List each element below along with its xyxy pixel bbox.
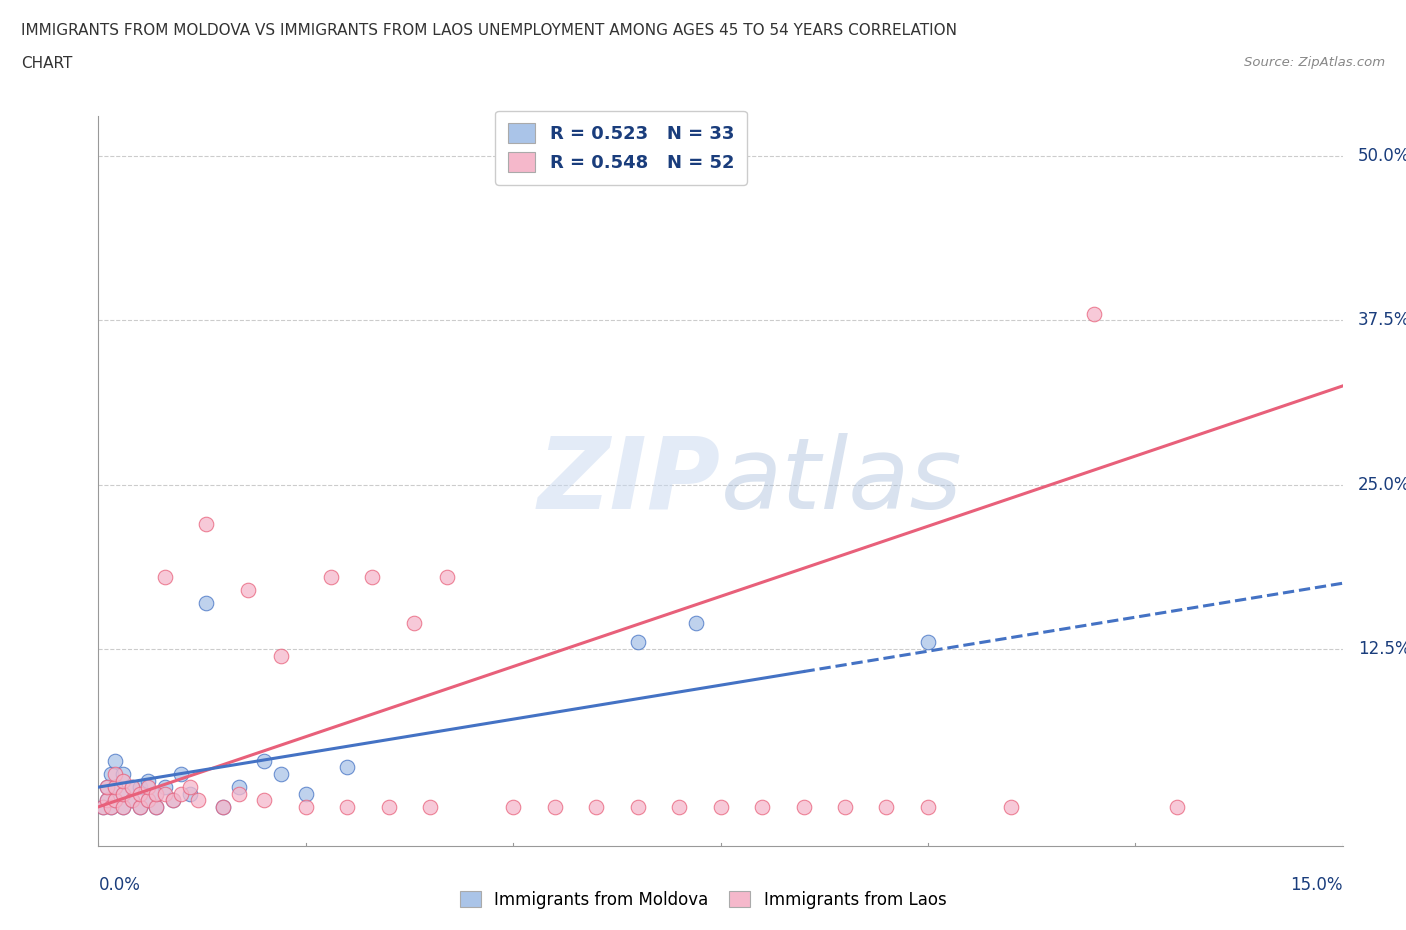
Point bbox=[917, 800, 939, 815]
Point bbox=[112, 773, 135, 788]
Text: atlas: atlas bbox=[721, 432, 962, 530]
Point bbox=[112, 786, 135, 801]
Point bbox=[834, 800, 856, 815]
Point bbox=[295, 786, 318, 801]
Point bbox=[1083, 306, 1105, 321]
Point bbox=[211, 800, 233, 815]
Point bbox=[195, 516, 218, 531]
Point bbox=[502, 800, 524, 815]
Point bbox=[295, 800, 318, 815]
Point bbox=[104, 753, 127, 768]
Point bbox=[627, 635, 650, 650]
Point bbox=[91, 800, 114, 815]
Text: 0.0%: 0.0% bbox=[98, 875, 141, 894]
Point bbox=[129, 786, 152, 801]
Point bbox=[336, 800, 359, 815]
Point bbox=[100, 766, 122, 781]
Point bbox=[179, 786, 201, 801]
Point bbox=[710, 800, 733, 815]
Point bbox=[875, 800, 897, 815]
Point bbox=[145, 786, 167, 801]
Legend: Immigrants from Moldova, Immigrants from Laos: Immigrants from Moldova, Immigrants from… bbox=[451, 883, 955, 917]
Point bbox=[162, 792, 184, 807]
Point bbox=[145, 800, 167, 815]
Point bbox=[112, 766, 135, 781]
Point bbox=[1000, 800, 1022, 815]
Point bbox=[179, 779, 201, 794]
Point bbox=[436, 569, 458, 584]
Point bbox=[793, 800, 815, 815]
Point bbox=[104, 779, 127, 794]
Point bbox=[917, 635, 939, 650]
Point bbox=[153, 786, 176, 801]
Point bbox=[121, 779, 143, 794]
Point bbox=[187, 792, 209, 807]
Point bbox=[129, 779, 152, 794]
Text: CHART: CHART bbox=[21, 56, 73, 71]
Point bbox=[1166, 800, 1188, 815]
Point bbox=[668, 800, 690, 815]
Point bbox=[585, 800, 607, 815]
Point bbox=[228, 779, 250, 794]
Point bbox=[751, 800, 773, 815]
Point bbox=[253, 753, 276, 768]
Point bbox=[236, 582, 259, 597]
Legend: R = 0.523   N = 33, R = 0.548   N = 52: R = 0.523 N = 33, R = 0.548 N = 52 bbox=[495, 111, 747, 185]
Point bbox=[136, 773, 159, 788]
Point bbox=[112, 800, 135, 815]
Point bbox=[121, 792, 143, 807]
Point bbox=[402, 616, 425, 631]
Point bbox=[627, 800, 650, 815]
Point bbox=[162, 792, 184, 807]
Point bbox=[170, 766, 193, 781]
Point bbox=[211, 800, 233, 815]
Point bbox=[195, 595, 218, 610]
Point bbox=[129, 800, 152, 815]
Text: Source: ZipAtlas.com: Source: ZipAtlas.com bbox=[1244, 56, 1385, 69]
Point bbox=[685, 616, 707, 631]
Text: IMMIGRANTS FROM MOLDOVA VS IMMIGRANTS FROM LAOS UNEMPLOYMENT AMONG AGES 45 TO 54: IMMIGRANTS FROM MOLDOVA VS IMMIGRANTS FR… bbox=[21, 23, 957, 38]
Point bbox=[543, 800, 565, 815]
Point bbox=[377, 800, 401, 815]
Text: ZIP: ZIP bbox=[537, 432, 721, 530]
Point bbox=[112, 786, 135, 801]
Point bbox=[104, 779, 127, 794]
Text: 12.5%: 12.5% bbox=[1358, 640, 1406, 658]
Point bbox=[104, 792, 127, 807]
Point bbox=[136, 792, 159, 807]
Point bbox=[96, 779, 118, 794]
Text: 37.5%: 37.5% bbox=[1358, 312, 1406, 329]
Point bbox=[145, 786, 167, 801]
Point bbox=[96, 792, 118, 807]
Text: 25.0%: 25.0% bbox=[1358, 475, 1406, 494]
Point bbox=[270, 766, 292, 781]
Point bbox=[136, 792, 159, 807]
Point bbox=[121, 779, 143, 794]
Point bbox=[112, 800, 135, 815]
Point bbox=[153, 569, 176, 584]
Point bbox=[129, 800, 152, 815]
Point bbox=[121, 792, 143, 807]
Point bbox=[419, 800, 441, 815]
Point bbox=[91, 800, 114, 815]
Point bbox=[96, 779, 118, 794]
Point bbox=[253, 792, 276, 807]
Point bbox=[104, 792, 127, 807]
Point bbox=[228, 786, 250, 801]
Point bbox=[96, 792, 118, 807]
Text: 15.0%: 15.0% bbox=[1291, 875, 1343, 894]
Point bbox=[170, 786, 193, 801]
Point bbox=[136, 779, 159, 794]
Text: 50.0%: 50.0% bbox=[1358, 147, 1406, 165]
Point bbox=[104, 766, 127, 781]
Point bbox=[336, 760, 359, 775]
Point bbox=[153, 779, 176, 794]
Point bbox=[361, 569, 384, 584]
Point bbox=[100, 800, 122, 815]
Point bbox=[100, 800, 122, 815]
Point bbox=[319, 569, 342, 584]
Point bbox=[145, 800, 167, 815]
Point bbox=[270, 648, 292, 663]
